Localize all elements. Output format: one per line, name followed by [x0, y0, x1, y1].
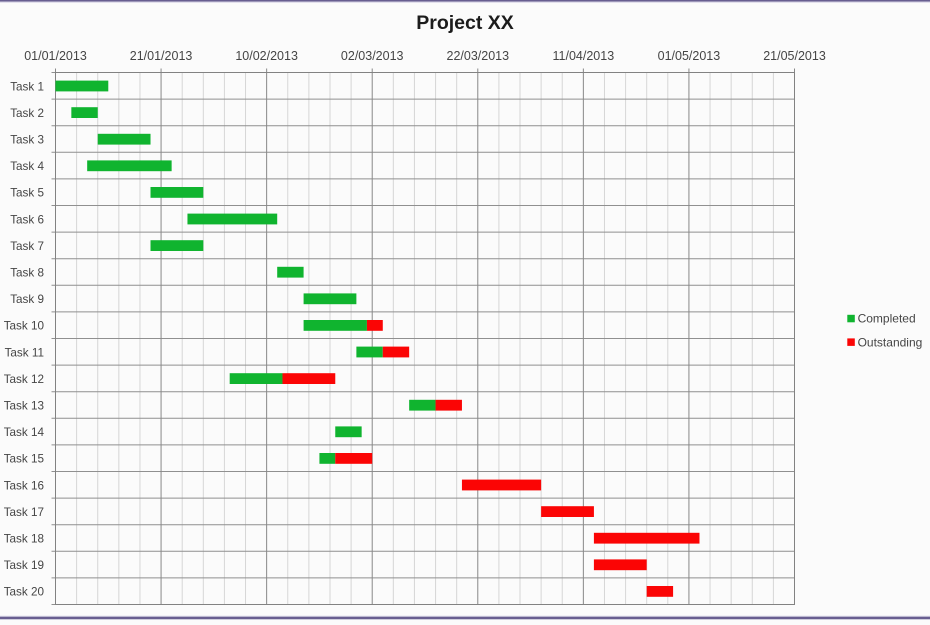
svg-text:Task 19: Task 19: [4, 559, 44, 572]
svg-text:Outstanding: Outstanding: [858, 335, 923, 349]
svg-text:Task 2: Task 2: [10, 107, 44, 120]
svg-text:10/02/2013: 10/02/2013: [235, 49, 298, 63]
svg-text:Task 10: Task 10: [4, 320, 45, 333]
svg-text:Task 17: Task 17: [4, 506, 44, 519]
svg-text:Task 13: Task 13: [4, 400, 44, 413]
svg-text:02/03/2013: 02/03/2013: [341, 49, 404, 63]
svg-text:Task 1: Task 1: [10, 80, 44, 93]
svg-text:Task 20: Task 20: [4, 586, 45, 599]
svg-text:01/01/2013: 01/01/2013: [24, 49, 87, 63]
svg-text:Task 18: Task 18: [4, 533, 44, 546]
svg-text:01/05/2013: 01/05/2013: [658, 49, 721, 63]
svg-text:21/05/2013: 21/05/2013: [763, 49, 826, 63]
svg-text:Project XX: Project XX: [416, 12, 514, 34]
svg-text:Task 11: Task 11: [5, 346, 44, 359]
svg-text:Task 6: Task 6: [10, 213, 44, 226]
svg-text:Task 9: Task 9: [10, 293, 44, 306]
svg-text:Task 3: Task 3: [10, 134, 44, 147]
svg-text:Task 7: Task 7: [10, 240, 44, 253]
svg-text:Task 4: Task 4: [10, 160, 44, 173]
svg-text:Task 8: Task 8: [10, 267, 44, 280]
svg-text:Task 14: Task 14: [4, 426, 45, 439]
svg-text:11/04/2013: 11/04/2013: [553, 49, 615, 63]
svg-text:Task 5: Task 5: [10, 187, 44, 200]
svg-text:Completed: Completed: [858, 312, 916, 326]
svg-text:Task 15: Task 15: [4, 453, 45, 466]
svg-text:Task 16: Task 16: [4, 479, 44, 492]
svg-text:22/03/2013: 22/03/2013: [447, 49, 510, 63]
svg-text:21/01/2013: 21/01/2013: [130, 49, 193, 63]
svg-text:Task 12: Task 12: [4, 373, 44, 386]
